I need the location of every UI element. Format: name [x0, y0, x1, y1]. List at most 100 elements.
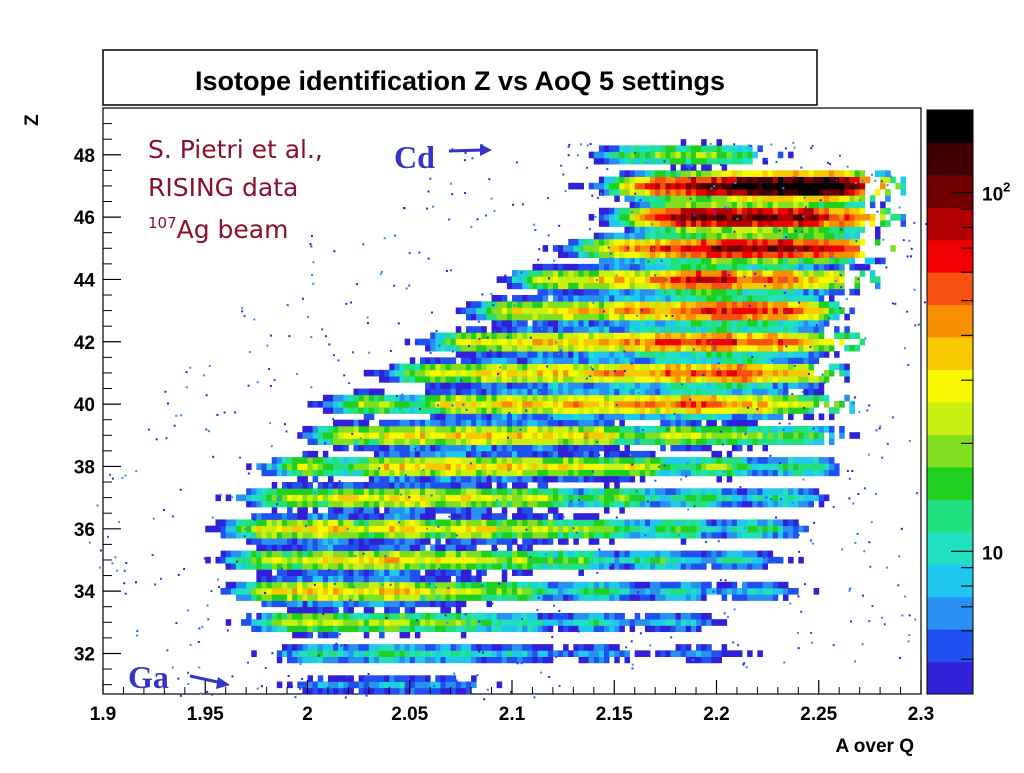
heat-cell — [568, 494, 574, 502]
heat-cell — [675, 425, 682, 433]
heat-cell — [368, 581, 375, 589]
heat-cell — [578, 382, 584, 389]
heat-cell — [419, 544, 426, 552]
heat-cell — [736, 457, 743, 464]
heat-cell — [639, 382, 646, 389]
heat-cell — [455, 475, 462, 483]
heat-cell — [292, 600, 298, 608]
heat-cell — [455, 681, 462, 689]
heat-cell — [409, 588, 416, 595]
heat-cell — [547, 425, 554, 433]
heat-cell — [297, 550, 303, 558]
heat-cell — [266, 563, 273, 570]
heat-cell — [716, 369, 723, 377]
heat-outlier — [623, 370, 626, 373]
heat-cell — [379, 575, 385, 583]
heat-cell — [435, 419, 441, 427]
heat-cell — [563, 444, 569, 452]
heat-cell — [527, 338, 533, 346]
heat-cell — [696, 413, 702, 421]
heat-cell — [322, 394, 329, 402]
heat-cell — [241, 594, 247, 601]
heat-cell — [624, 338, 630, 346]
heat-cell — [455, 413, 462, 421]
heat-cell — [660, 612, 666, 620]
heat-cell — [624, 594, 630, 601]
heat-cell — [711, 500, 717, 508]
heat-cell — [665, 625, 671, 633]
heat-cell — [235, 588, 242, 595]
heat-cell — [506, 376, 513, 383]
heat-cell — [486, 425, 492, 433]
heat-cell — [368, 600, 375, 608]
heat-cell — [333, 432, 339, 439]
heat-cell — [568, 382, 574, 389]
heat-cell — [547, 413, 554, 421]
heat-cell — [307, 625, 314, 633]
heat-cell — [251, 494, 257, 502]
heat-cell — [409, 463, 416, 470]
heat-cell — [670, 338, 676, 346]
heat-cell — [276, 457, 283, 464]
heat-cell — [547, 463, 554, 470]
heat-cell — [460, 376, 467, 383]
heat-cell — [685, 425, 692, 433]
heat-cell — [404, 457, 411, 464]
heat-cell — [297, 600, 303, 608]
heat-cell — [578, 513, 584, 520]
heat-cell — [512, 569, 518, 576]
heat-cell — [368, 488, 375, 495]
heat-cell — [399, 438, 406, 446]
heat-cell — [593, 394, 600, 402]
heat-cell — [481, 656, 487, 664]
heat-cell — [619, 506, 625, 514]
heat-cell — [609, 612, 615, 620]
heat-cell — [266, 531, 273, 539]
heat-cell — [450, 401, 457, 408]
heat-cell — [619, 407, 625, 414]
heat-cell — [338, 656, 344, 664]
heat-cell — [404, 588, 411, 595]
heat-cell — [788, 338, 794, 346]
heat-outlier — [722, 443, 725, 446]
heat-cell — [271, 575, 278, 583]
heat-cell — [271, 612, 278, 620]
heat-cell — [317, 575, 324, 583]
heat-cell — [767, 351, 774, 358]
heat-cell — [394, 681, 400, 689]
heat-cell — [297, 619, 303, 626]
heat-cell — [287, 525, 293, 533]
heat-outlier — [639, 632, 642, 635]
heat-cell — [491, 394, 498, 402]
heat-cell — [818, 413, 825, 421]
heat-cell — [317, 569, 324, 576]
heat-cell — [777, 363, 784, 371]
heat-cell — [558, 432, 564, 439]
heat-cell — [680, 388, 687, 396]
heat-cell — [598, 463, 605, 470]
heat-cell — [624, 588, 630, 595]
heat-cell — [798, 556, 804, 564]
heat-cell — [394, 494, 400, 502]
heat-cell — [486, 550, 492, 558]
heat-cell — [609, 563, 615, 570]
heat-cell — [552, 450, 559, 458]
heat-cell — [425, 394, 431, 402]
heat-cell — [486, 588, 492, 595]
heat-cell — [604, 494, 610, 502]
heat-cell — [563, 556, 569, 564]
heat-cell — [731, 326, 738, 333]
heat-cell — [343, 425, 349, 433]
heat-cell — [333, 494, 339, 502]
heat-cell — [496, 581, 503, 589]
heat-cell — [384, 606, 390, 614]
heat-cell — [844, 363, 850, 371]
heat-cell — [430, 569, 436, 576]
heat-cell — [501, 525, 508, 533]
heat-cell — [379, 482, 385, 489]
heat-cell — [348, 675, 354, 682]
heat-cell — [660, 625, 666, 633]
heat-cell — [353, 401, 360, 408]
heat-cell — [435, 525, 441, 533]
heat-cell — [373, 432, 380, 439]
